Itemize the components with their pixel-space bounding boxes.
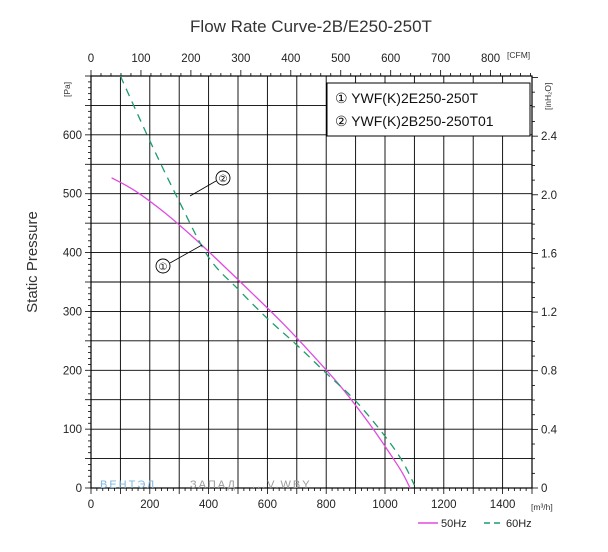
- watermark-part1: ВЕНТЭЛ: [100, 479, 156, 491]
- y-left-tick-label: 100: [63, 424, 82, 436]
- y-left-tick-label: 600: [63, 130, 82, 142]
- callout-1-circle: [155, 258, 171, 274]
- series-line-50hz: [111, 177, 411, 489]
- callout-2: ②: [189, 170, 231, 197]
- x-top-tick-label: 700: [431, 53, 450, 65]
- x-top-tick-label: 300: [231, 53, 250, 65]
- y-left-tick-label: 400: [63, 248, 82, 260]
- x-bottom-unit: [m³/h]: [531, 502, 553, 512]
- y-left-tick-label: 500: [63, 189, 82, 201]
- y-right-tick-label: 1.2: [541, 307, 557, 319]
- watermark-part3: ...V.WBY: [252, 479, 312, 491]
- callout-1-label: ①: [159, 262, 168, 273]
- x-top-unit: [CFM]: [507, 50, 530, 60]
- y-right-tick-label: 0.8: [541, 366, 557, 378]
- x-bottom-tick-label: 1200: [431, 499, 457, 511]
- legend-item-2: ② YWF(K)2B250-250T01: [335, 113, 494, 129]
- series-line-60hz: [119, 75, 415, 486]
- watermark: ВЕНТЭЛ ЗАПАД ...V.WBY: [100, 479, 312, 491]
- watermark-part2: ЗАПАД: [190, 479, 237, 491]
- x-top-tick-label: 100: [131, 53, 150, 65]
- y-left-unit: [Pa]: [62, 82, 72, 97]
- freq-legend-50hz-label: 50Hz: [441, 518, 467, 530]
- x-bottom-tick-label: 400: [199, 499, 218, 511]
- series-layer: [111, 75, 415, 489]
- callout-2-circle: [215, 170, 231, 186]
- y-right-tick-label: 2.4: [541, 131, 558, 143]
- y-right-tick-label: 2.0: [541, 190, 557, 202]
- callout-1: ①: [155, 244, 203, 274]
- legend: ① YWF(K)2E250-250T ② YWF(K)2B250-250T01: [326, 82, 531, 137]
- callout-2-leader: [189, 180, 217, 197]
- y-left-tick-label: 300: [63, 306, 82, 318]
- chart-title: Flow Rate Curve-2B/E250-250T: [190, 17, 432, 36]
- x-bottom-tick-label: 200: [140, 499, 159, 511]
- x-bottom-tick-label: 1000: [372, 499, 398, 511]
- y-right-tick-label: 1.6: [541, 248, 557, 260]
- x-top-tick-label: 600: [381, 53, 400, 65]
- y-axis-title: Static Pressure: [24, 211, 41, 313]
- y-left-tick-label: 200: [63, 365, 82, 377]
- legend-item-1: ① YWF(K)2E250-250T: [335, 90, 478, 106]
- x-bottom-tick-label: 800: [317, 499, 336, 511]
- x-bottom-tick-label: 600: [258, 499, 277, 511]
- x-bottom-tick-label: 0: [88, 499, 94, 511]
- grid: [90, 75, 533, 489]
- x-top-tick-label: 500: [331, 53, 350, 65]
- freq-legend-60hz-label: 60Hz: [506, 518, 532, 530]
- frequency-legend: 50Hz 60Hz: [418, 518, 532, 530]
- callout-1-leader: [169, 244, 203, 264]
- y-left-tick-label: 0: [76, 483, 82, 495]
- x-bottom-tick-label: 1400: [490, 499, 516, 511]
- y-right-tick-label: 0.4: [541, 424, 558, 436]
- callout-2-label: ②: [219, 174, 228, 185]
- minor-ticks: [85, 70, 538, 494]
- legend-box: [326, 82, 531, 137]
- x-top-tick-label: 400: [281, 53, 300, 65]
- x-top-tick-label: 0: [88, 53, 94, 65]
- y-right-unit: [inH₂O]: [543, 83, 553, 110]
- y-right-tick-label: 0: [541, 483, 547, 495]
- x-top-tick-label: 800: [481, 53, 500, 65]
- x-top-tick-label: 200: [181, 53, 200, 65]
